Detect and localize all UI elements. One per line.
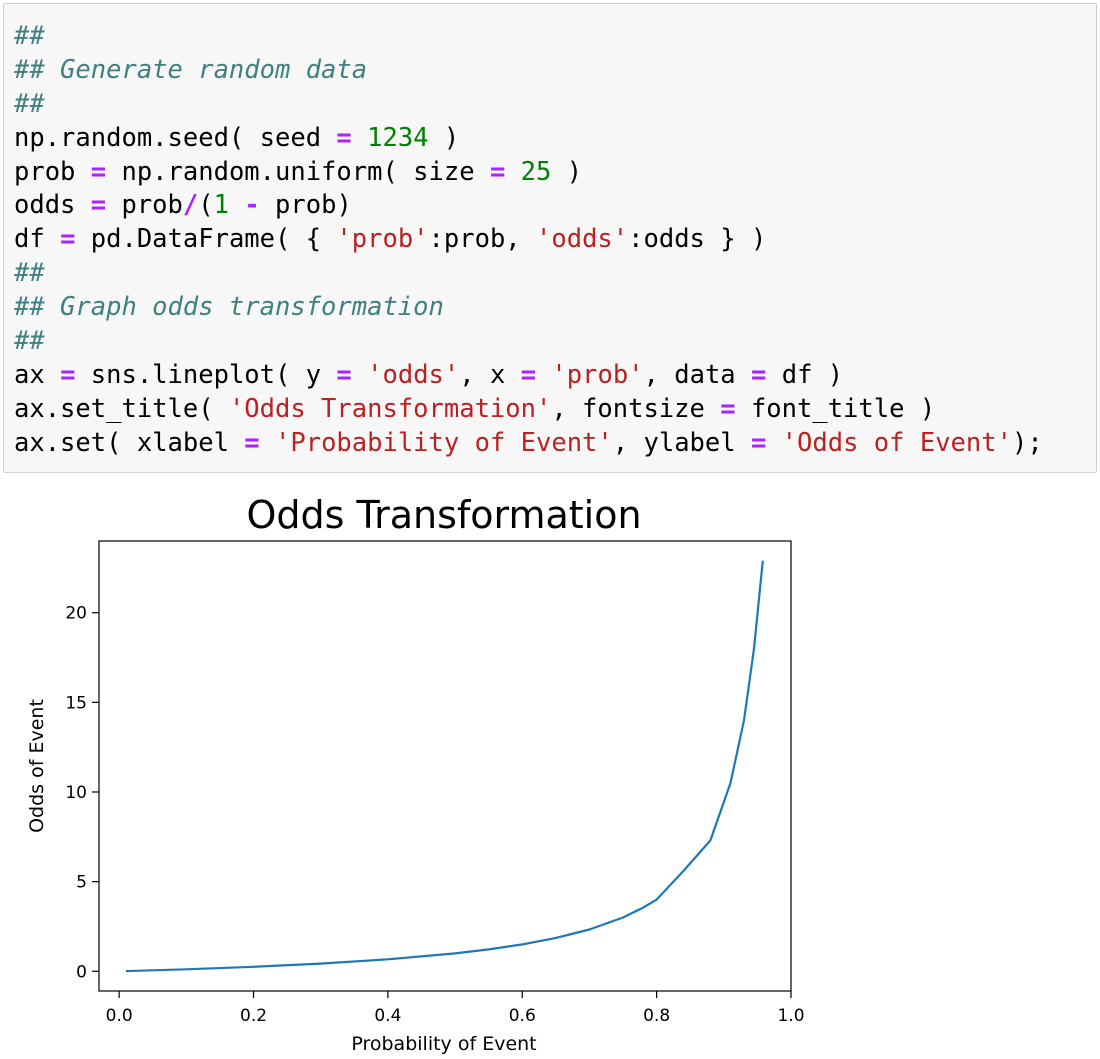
code-token: =: [90, 156, 107, 187]
x-tick-label: 0.4: [374, 1006, 401, 1026]
chart-title: Odds Transformation: [246, 493, 641, 537]
y-tick-label: 5: [76, 873, 87, 893]
code-token: ax: [14, 359, 61, 390]
cell-output: Odds Transformation 0.0 0.2 0.4 0.6 0.8 1.0 0…: [0, 480, 1100, 1059]
x-tick-label: 0.6: [509, 1006, 536, 1026]
code-token: =: [750, 427, 767, 458]
code-token: [229, 190, 244, 220]
code-token: =: [489, 156, 506, 187]
code-token: 'prob': [551, 359, 644, 390]
code-token: ax.set( xlabel: [14, 427, 245, 458]
code-token: ##: [14, 258, 45, 289]
x-tick-label: 0.0: [106, 1006, 133, 1026]
code-token: ## Graph odds transformation: [14, 292, 444, 323]
code-token: :odds } ): [628, 224, 767, 255]
code-line: ## Graph odds transformation: [14, 291, 1043, 325]
code-line: np.random.seed( seed = 1234 ): [14, 122, 1043, 156]
code-token: 'odds': [367, 359, 460, 390]
code-token: 'Odds of Event': [781, 427, 1012, 458]
code-cell[interactable]: ## ## Generate random data ## np.random.see…: [3, 3, 1097, 473]
code-token: 25: [520, 156, 552, 187]
code-token: df: [14, 224, 61, 255]
code-token: 'odds': [536, 224, 629, 255]
code-token: =: [336, 122, 352, 153]
y-tick-label: 0: [76, 962, 87, 982]
code-line: odds = prob/(1 - prob): [14, 189, 1043, 223]
code-token: [505, 157, 520, 187]
code-token: 'prob': [336, 224, 429, 255]
x-axis-label: Probability of Event: [351, 1033, 536, 1055]
x-tick-label: 0.2: [240, 1006, 267, 1026]
code-editor[interactable]: ## ## Generate random data ## np.random.see…: [14, 20, 1043, 461]
code-token: ##: [14, 326, 45, 357]
code-token: /: [182, 190, 199, 221]
code-token: =: [244, 427, 260, 458]
code-token: , data: [643, 359, 751, 390]
code-token: np.random.uniform( size: [106, 156, 490, 187]
y-tick-label: 20: [65, 604, 87, 624]
code-token: font_title ): [735, 393, 936, 424]
y-axis-label: Odds of Event: [26, 699, 48, 833]
code-token: =: [60, 224, 76, 255]
code-token: =: [720, 393, 736, 424]
code-token: ax.set_title(: [14, 393, 229, 424]
code-token: prob: [14, 156, 91, 187]
code-token: [260, 428, 275, 458]
code-token: prob: [106, 190, 183, 221]
y-tick-label: 15: [65, 693, 87, 713]
x-tick-label: 0.8: [643, 1006, 670, 1026]
plot-area: [98, 540, 792, 992]
code-line: ##: [14, 20, 1043, 54]
x-tick-label: 1.0: [777, 1006, 804, 1026]
code-token: odds: [14, 190, 91, 221]
code-token: , fontsize: [551, 393, 721, 424]
code-token: =: [520, 359, 537, 390]
code-token: [352, 360, 367, 390]
code-token: pd.DataFrame( {: [75, 224, 337, 255]
code-token: -: [244, 190, 260, 221]
code-line: ##: [14, 257, 1043, 291]
code-line: ## Generate random data: [14, 54, 1043, 88]
code-token: , ylabel: [612, 427, 751, 458]
code-token: ##: [14, 21, 45, 51]
code-token: 'Probability of Event': [275, 427, 613, 458]
code-token: ): [428, 122, 460, 153]
code-line: ax.set_title( 'Odds Transformation', fon…: [14, 393, 1043, 427]
code-line: df = pd.DataFrame( { 'prob':prob, 'odds'…: [14, 223, 1043, 257]
code-token: [536, 360, 551, 390]
code-token: 1: [213, 190, 229, 221]
code-token: (: [198, 190, 214, 221]
code-line: ##: [14, 325, 1043, 359]
y-tick-label: 10: [65, 783, 87, 803]
code-token: sns.lineplot( y: [75, 359, 337, 390]
code-token: [352, 123, 367, 153]
code-token: ##: [14, 88, 45, 119]
code-token: np.random.seed( seed: [14, 122, 337, 153]
x-axis-ticks: 0.0 0.2 0.4 0.6 0.8 1.0: [106, 991, 805, 1026]
code-token: df ): [766, 359, 844, 390]
code-line: ##: [14, 88, 1043, 122]
code-token: =: [751, 359, 767, 390]
code-token: :prob,: [428, 224, 537, 255]
y-axis-ticks: 0 5 10 15 20: [65, 604, 99, 982]
code-token: , x: [459, 359, 521, 390]
code-line: ax.set( xlabel = 'Probability of Event',…: [14, 427, 1043, 461]
code-token: =: [60, 359, 76, 390]
odds-line: [125, 560, 764, 973]
code-token: 'Odds Transformation': [228, 393, 552, 424]
code-token: [766, 428, 781, 458]
odds-transformation-chart: Odds Transformation 0.0 0.2 0.4 0.6 0.8 1.0 0…: [26, 493, 805, 1055]
code-line: ax = sns.lineplot( y = 'odds', x = 'prob…: [14, 359, 1043, 393]
code-token: );: [1011, 427, 1043, 458]
code-token: 1234: [367, 122, 429, 153]
code-token: =: [336, 359, 352, 390]
code-token: =: [90, 190, 107, 221]
code-token: ): [551, 156, 583, 187]
code-token: prob): [259, 190, 352, 221]
code-token: ## Generate random data: [14, 54, 368, 85]
code-line: prob = np.random.uniform( size = 25 ): [14, 156, 1043, 190]
